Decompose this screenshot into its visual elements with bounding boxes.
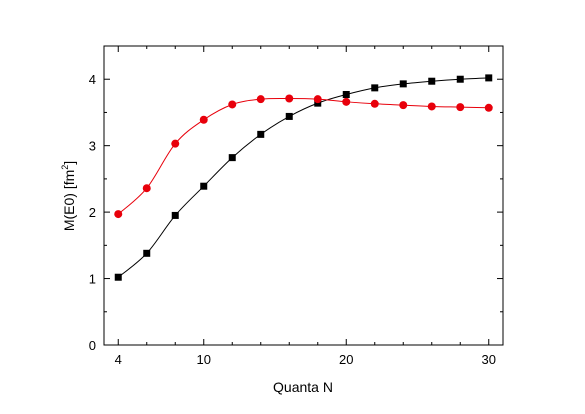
data-point-square	[342, 91, 350, 99]
axis-ticks: 4 10 20 30 0 1 2 3 4	[89, 46, 503, 367]
data-point-circle	[456, 103, 465, 112]
series-layer	[114, 74, 493, 281]
data-point-square	[428, 77, 436, 85]
data-point-square	[399, 80, 407, 88]
y-axis-title-main: M(E0) [fm	[61, 170, 77, 231]
x-tick-label: 4	[115, 352, 122, 367]
series-line	[117, 97, 489, 215]
y-tick-label: 4	[89, 72, 96, 87]
data-point-circle	[484, 103, 493, 112]
data-point-square	[200, 182, 208, 190]
data-point-circle	[142, 184, 151, 193]
x-tick-label: 10	[197, 352, 211, 367]
data-point-square	[143, 249, 151, 257]
data-point-square	[485, 74, 493, 82]
data-point-square	[114, 273, 122, 281]
data-point-circle	[199, 115, 208, 124]
data-point-circle	[427, 102, 436, 111]
plot-frame	[103, 45, 504, 346]
data-point-square	[228, 154, 236, 162]
series-2	[114, 94, 493, 219]
data-point-square	[371, 84, 379, 92]
y-tick-label: 3	[89, 139, 96, 154]
data-point-square	[285, 112, 293, 120]
data-point-square	[456, 75, 464, 83]
data-point-circle	[228, 100, 237, 109]
data-point-circle	[114, 210, 123, 219]
y-tick-label: 0	[89, 338, 96, 353]
data-point-circle	[256, 95, 265, 104]
data-point-square	[257, 130, 265, 138]
y-tick-label: 2	[89, 205, 96, 220]
x-tick-label: 30	[482, 352, 496, 367]
y-axis-title-superscript: 2	[60, 165, 70, 170]
y-tick-label: 1	[89, 272, 96, 287]
data-point-circle	[399, 101, 408, 110]
data-point-circle	[171, 139, 180, 148]
data-point-circle	[342, 97, 351, 106]
data-point-square	[171, 211, 179, 219]
y-axis-title: M(E0) [fm2]	[60, 161, 77, 231]
y-axis-title-suffix: ]	[61, 161, 77, 165]
x-tick-label: 20	[339, 352, 353, 367]
data-point-circle	[370, 99, 379, 108]
data-point-circle	[313, 95, 322, 104]
x-axis-title: Quanta N	[273, 379, 333, 395]
series-1	[114, 74, 493, 281]
data-point-circle	[285, 94, 294, 103]
